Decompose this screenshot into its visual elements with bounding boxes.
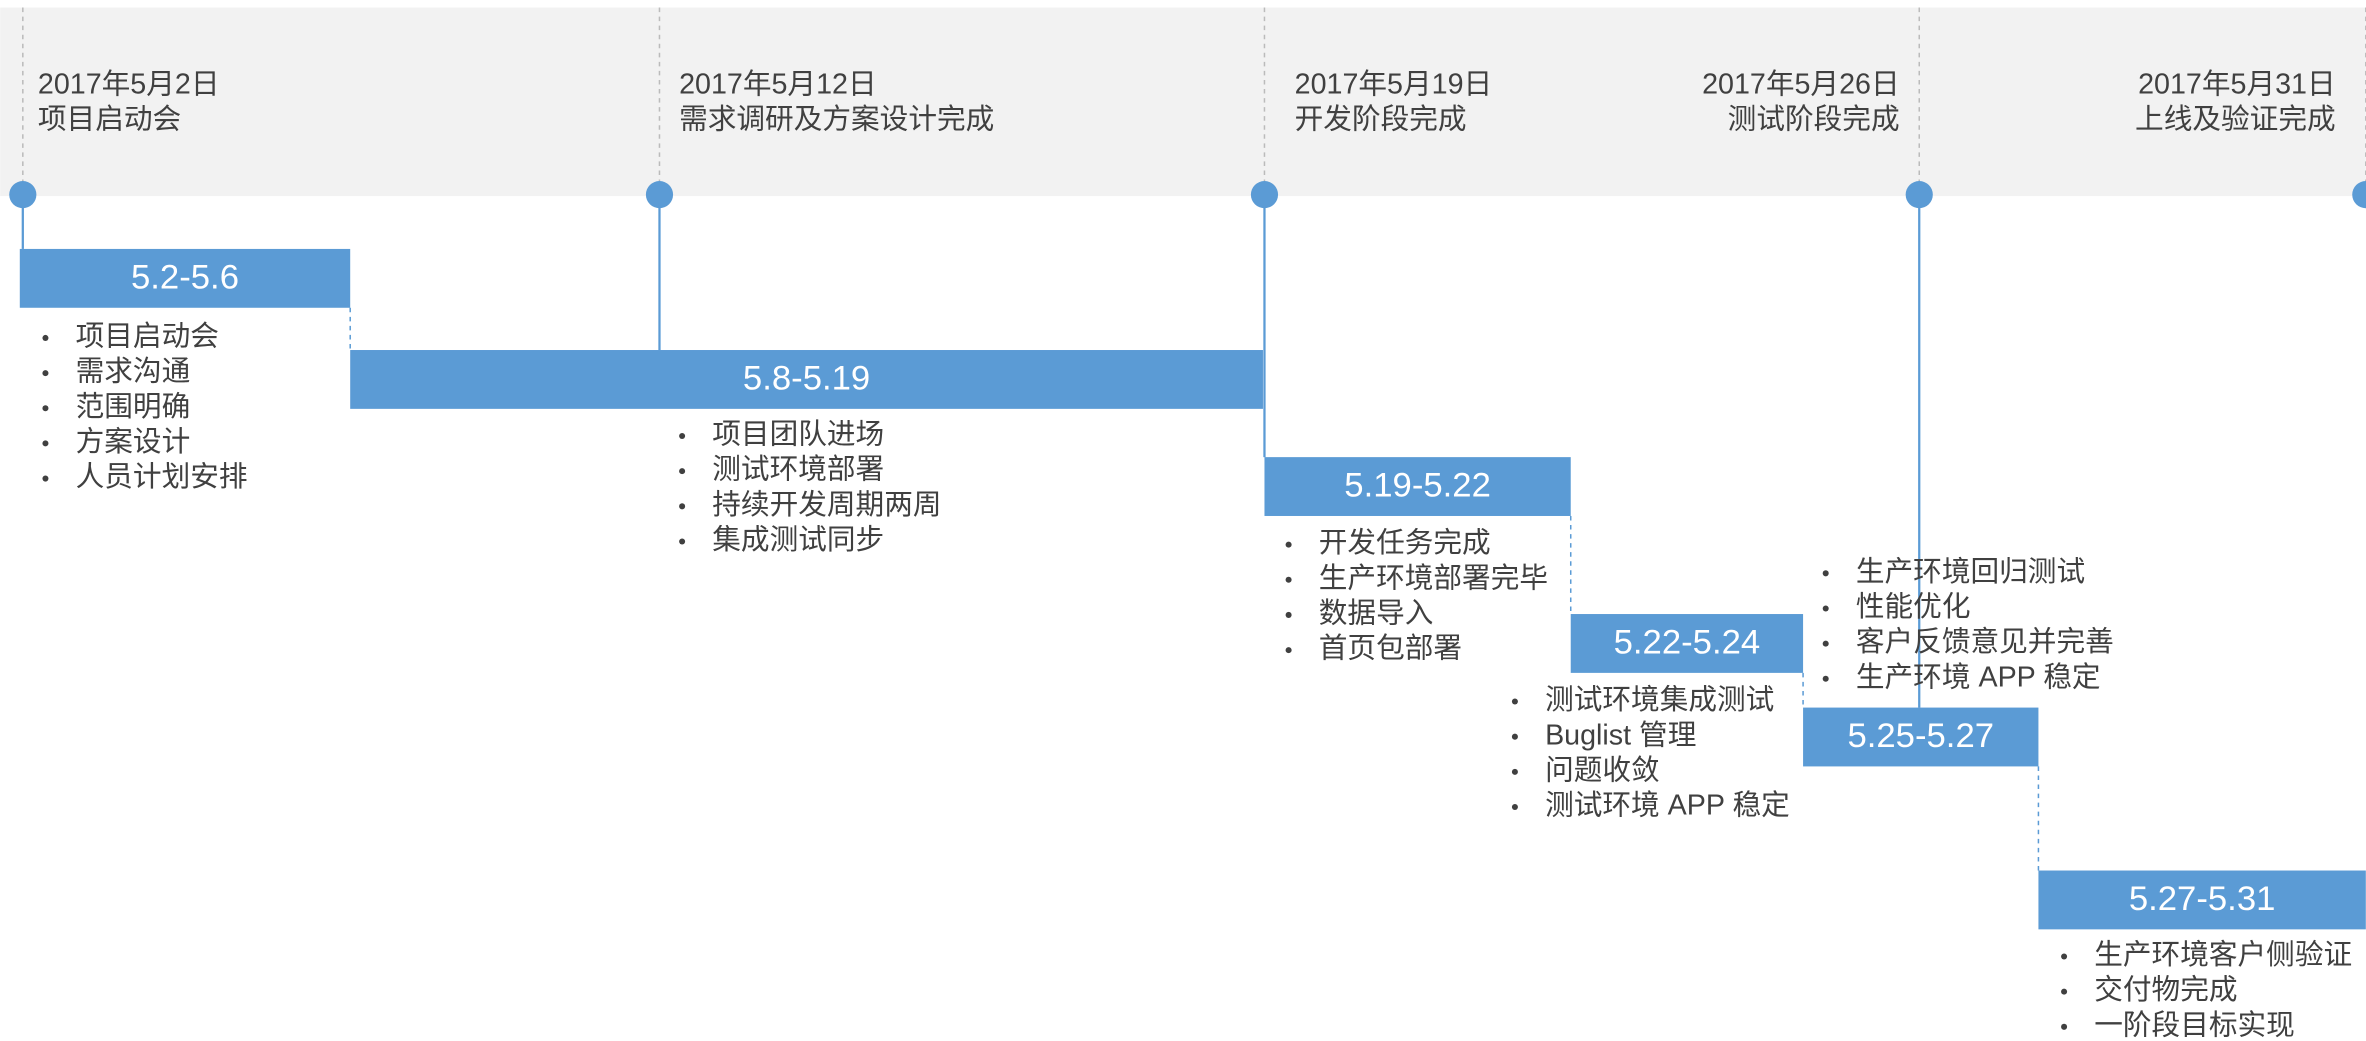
phase-bar bbox=[2038, 870, 2366, 930]
phase-item: 持续开发周期两周 bbox=[712, 489, 941, 521]
phase-item: 测试环境部署 bbox=[712, 454, 884, 486]
phase-range: 5.2-5.6 bbox=[131, 258, 239, 296]
phase-item: 生产环境回归测试 bbox=[1856, 556, 2085, 588]
bullet bbox=[679, 432, 686, 440]
bullet bbox=[1285, 611, 1292, 618]
milestone-dot bbox=[9, 181, 37, 209]
bullet bbox=[1285, 647, 1292, 654]
phase-item: 需求沟通 bbox=[76, 356, 191, 388]
bullet bbox=[1511, 768, 1518, 775]
phase-item: 方案设计 bbox=[76, 426, 191, 458]
phase-bar bbox=[1570, 614, 1804, 673]
phase-item: 范围明确 bbox=[76, 391, 191, 423]
bullet bbox=[2061, 988, 2068, 995]
bullet bbox=[42, 405, 49, 412]
bullet bbox=[42, 475, 49, 482]
header-band bbox=[0, 7, 2366, 197]
milestone-date: 2017年5月19日 bbox=[1295, 69, 1493, 101]
phase-item: 开发任务完成 bbox=[1319, 527, 1491, 559]
phase-item: 生产环境客户侧验证 bbox=[2094, 939, 2352, 971]
phase-range: 5.25-5.27 bbox=[1847, 717, 1994, 755]
bullet bbox=[679, 503, 686, 510]
phase-item: 项目团队进场 bbox=[712, 419, 884, 451]
milestone-label: 项目启动会 bbox=[38, 103, 181, 135]
milestone-date: 2017年5月12日 bbox=[679, 69, 877, 101]
milestone-dot bbox=[2352, 181, 2366, 209]
bullet bbox=[1285, 576, 1292, 583]
milestone-label: 需求调研及方案设计完成 bbox=[679, 103, 994, 135]
phase-bar bbox=[1264, 457, 1571, 516]
bullet bbox=[42, 370, 49, 377]
phase-item: 性能优化 bbox=[1856, 591, 1971, 623]
phase-range: 5.27-5.31 bbox=[2129, 880, 2276, 918]
bullet bbox=[42, 440, 49, 447]
phase-item: 数据导入 bbox=[1319, 598, 1434, 630]
milestone-dot bbox=[645, 181, 674, 209]
bullet bbox=[2061, 953, 2068, 960]
phase-range: 5.19-5.22 bbox=[1344, 466, 1491, 504]
bullet bbox=[1511, 698, 1518, 705]
bullet bbox=[1822, 605, 1829, 612]
phase-item: 项目启动会 bbox=[76, 321, 219, 353]
milestone-date: 2017年5月26日 bbox=[1702, 69, 1900, 101]
milestone-label: 开发阶段完成 bbox=[1295, 103, 1467, 135]
phase-range: 5.8-5.19 bbox=[743, 359, 870, 397]
bullet bbox=[679, 468, 686, 475]
phase-item: 交付物完成 bbox=[2094, 974, 2237, 1006]
phase-bar bbox=[19, 248, 351, 308]
bullet bbox=[1822, 675, 1829, 682]
bullet bbox=[1511, 733, 1518, 740]
bullet bbox=[679, 538, 686, 545]
phase-item: 人员计划安排 bbox=[76, 461, 248, 493]
bullet bbox=[1822, 640, 1829, 647]
phase-range: 5.22-5.24 bbox=[1614, 623, 1761, 661]
phase-bar bbox=[350, 350, 1263, 409]
phase-bar bbox=[1803, 707, 2039, 767]
phase-item: 测试环境集成测试 bbox=[1545, 684, 1774, 716]
phase-item: 集成测试同步 bbox=[712, 524, 884, 556]
phase-item: 生产环境部署完毕 bbox=[1319, 562, 1548, 594]
bullet bbox=[42, 334, 49, 341]
milestone-dot bbox=[1250, 181, 1279, 209]
bullet bbox=[1285, 541, 1292, 548]
phase-item: 生产环境 APP 稳定 bbox=[1856, 661, 2101, 693]
phase-item: 测试环境 APP 稳定 bbox=[1545, 790, 1790, 822]
phase-item: 一阶段目标实现 bbox=[2094, 1009, 2295, 1041]
phase-item: 首页包部署 bbox=[1319, 633, 1462, 665]
bullet bbox=[1511, 803, 1518, 811]
milestone-dot bbox=[1905, 181, 1933, 209]
milestone-date: 2017年5月2日 bbox=[38, 69, 220, 101]
milestone-date: 2017年5月31日 bbox=[2138, 69, 2336, 101]
phase-item: Buglist 管理 bbox=[1545, 719, 1696, 751]
milestone-label: 测试阶段完成 bbox=[1728, 103, 1900, 135]
bullet bbox=[2061, 1023, 2068, 1030]
phase-item: 问题收敛 bbox=[1545, 754, 1660, 786]
phase-item: 客户反馈意见并完善 bbox=[1856, 626, 2114, 658]
milestone-label: 上线及验证完成 bbox=[2135, 103, 2336, 135]
bullet bbox=[1822, 570, 1829, 577]
